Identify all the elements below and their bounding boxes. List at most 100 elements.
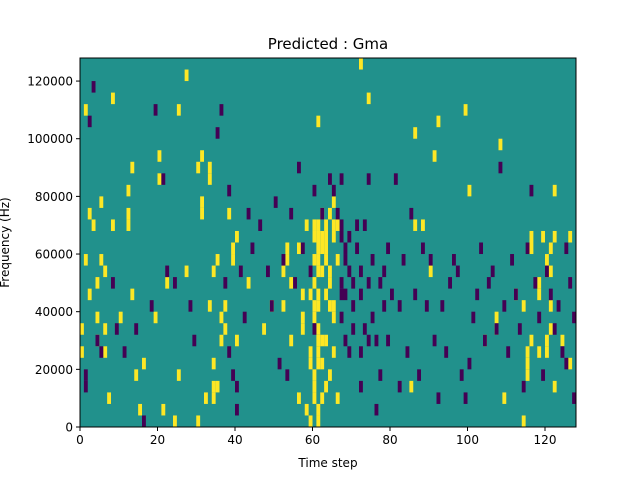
heatmap-cell-high — [366, 92, 371, 105]
heatmap-cell-high — [215, 254, 220, 266]
heatmap-cell-high — [304, 403, 309, 416]
heatmap-cell-high — [312, 300, 317, 312]
heatmap-cell-low — [235, 403, 239, 416]
heatmap-cell-low — [362, 219, 367, 231]
heatmap-cell-high — [312, 311, 317, 324]
heatmap-cell-low — [312, 323, 317, 335]
heatmap-cell-low — [343, 334, 348, 347]
heatmap-cell-low — [87, 115, 92, 128]
heatmap-cell-high — [304, 219, 309, 231]
heatmap-cell-high — [103, 346, 108, 358]
heatmap-cell-low — [165, 265, 170, 278]
heatmap-cell-low — [149, 300, 154, 312]
heatmap-cell-high — [211, 392, 216, 404]
heatmap-cell-high — [537, 277, 542, 289]
heatmap-cell-low — [564, 242, 569, 255]
heatmap-cell-high — [80, 346, 84, 358]
heatmap-cell-high — [126, 184, 131, 197]
heatmap-cell-high — [308, 288, 313, 301]
heatmap-cell-high — [560, 334, 565, 347]
heatmap-cell-high — [316, 415, 321, 427]
heatmap-cell-high — [335, 219, 340, 231]
heatmap-cell-low — [366, 277, 371, 289]
heatmap-cell-high — [413, 127, 418, 139]
heatmap-cell-high — [118, 311, 123, 324]
heatmap-cell-low — [238, 265, 243, 278]
heatmap-cell-high — [316, 265, 321, 278]
heatmap-cell-low — [471, 311, 476, 324]
heatmap-cell-high — [142, 357, 146, 370]
heatmap-cell-high — [231, 254, 236, 266]
heatmap-cell-high — [331, 196, 336, 208]
heatmap-cell-high — [331, 311, 336, 324]
heatmap-cell-high — [231, 242, 236, 255]
heatmap-cell-high — [281, 300, 286, 312]
heatmap-cell-high — [316, 115, 321, 128]
heatmap-cell-low — [541, 369, 546, 381]
heatmap-cell-low — [359, 346, 363, 358]
heatmap-cell-high — [91, 219, 96, 231]
heatmap-cell-high — [494, 311, 499, 324]
heatmap-cell-high — [316, 323, 321, 335]
heatmap-cell-high — [521, 300, 526, 312]
x-tick-label: 120 — [534, 433, 557, 447]
heatmap-cell-low — [328, 173, 332, 185]
heatmap-cell-high — [153, 311, 158, 324]
heatmap-cell-high — [328, 207, 332, 220]
heatmap-cell-low — [351, 300, 356, 312]
heatmap-cell-high — [300, 311, 305, 324]
heatmap-cell-low — [281, 254, 286, 266]
heatmap-cell-low — [397, 300, 402, 312]
heatmap-cell-low — [475, 288, 480, 301]
heatmap-cell-low — [223, 277, 228, 289]
heatmap-cell-low — [111, 277, 115, 289]
heatmap-cell-low — [378, 369, 383, 381]
heatmap-cell-high — [308, 415, 313, 427]
heatmap-cell-high — [126, 207, 131, 220]
heatmap-cell-high — [312, 380, 317, 393]
heatmap-cell-high — [525, 369, 530, 381]
x-axis: 0 20 40 60 80 100 120 — [76, 427, 556, 447]
heatmap-cell-high — [525, 357, 530, 370]
plot-area — [79, 57, 577, 428]
heatmap-cell-high — [436, 115, 441, 128]
y-tick-label: 120000 — [27, 75, 73, 89]
heatmap-cell-high — [285, 254, 290, 266]
heatmap-cell-low — [308, 265, 313, 278]
heatmap-cell-high — [308, 346, 313, 358]
heatmap-cell-low — [173, 277, 177, 289]
heatmap-cell-high — [157, 173, 162, 185]
heatmap-cell-high — [215, 380, 220, 393]
heatmap-cell-low — [560, 346, 565, 358]
heatmap-cell-high — [316, 334, 321, 347]
heatmap-cell-low — [413, 288, 418, 301]
heatmap-cell-low — [161, 173, 166, 185]
heatmap-cell-high — [324, 242, 329, 255]
heatmap-cell-low — [382, 265, 387, 278]
heatmap-cell-high — [331, 230, 336, 243]
heatmap-cell-low — [343, 242, 348, 255]
heatmap-cell-low — [235, 380, 239, 393]
heatmap-cell-high — [421, 219, 425, 231]
heatmap-cell-low — [452, 254, 456, 266]
heatmap-cell-high — [204, 392, 208, 404]
heatmap-cell-low — [521, 380, 526, 393]
heatmap-cell-high — [320, 392, 325, 404]
heatmap-cell-high — [316, 288, 321, 301]
heatmap-cell-low — [320, 207, 325, 220]
heatmap-cell-high — [227, 207, 232, 220]
heatmap-cell-high — [545, 334, 549, 347]
heatmap-cell-low — [91, 81, 96, 93]
heatmap-cell-high — [537, 288, 542, 301]
heatmap-cell-low — [331, 184, 336, 197]
heatmap-cell-high — [409, 380, 414, 393]
heatmap-cell-low — [231, 369, 236, 381]
heatmap-cell-low — [428, 254, 433, 266]
heatmap-cell-low — [529, 184, 534, 197]
x-tick-label: 100 — [456, 433, 479, 447]
heatmap-cell-low — [564, 357, 569, 370]
heatmap-cell-high — [300, 323, 305, 335]
heatmap-cell-low — [409, 207, 414, 220]
heatmap-cell-low — [339, 173, 344, 185]
